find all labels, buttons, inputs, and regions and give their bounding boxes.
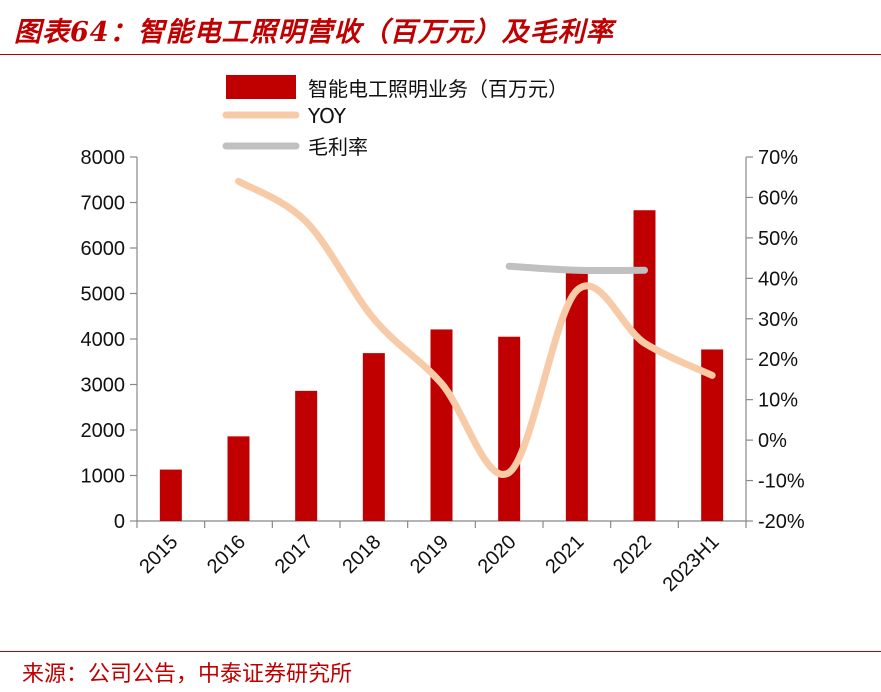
legend-label-revenue: 智能电工照明业务（百万元） (308, 77, 568, 101)
source-note: 来源：公司公告，中泰证券研究所 (22, 662, 353, 687)
y-left-tick-label: 2000 (81, 420, 126, 442)
y-right-tick-label: -10% (758, 471, 805, 493)
bar-2019 (430, 329, 453, 521)
y-right-tick-label: 30% (758, 309, 798, 331)
y-left-tick-label: 4000 (81, 329, 126, 351)
footer-divider (0, 651, 881, 652)
y-right-tick-label: 20% (758, 349, 798, 371)
legend-label-yoy: YOY (307, 104, 347, 128)
y-right-tick-label: 10% (758, 390, 798, 412)
x-tick-label: 2023H1 (659, 531, 724, 596)
legend: 智能电工照明业务（百万元） YOY 毛利率 (222, 75, 568, 159)
line-series (235, 177, 716, 478)
chart-area: 0 1000 2000 3000 4000 5000 6000 7000 8000 -20% -10… (81, 75, 805, 596)
y-left-tick-label: 7000 (81, 193, 126, 215)
x-tick-label: 2022 (609, 531, 656, 578)
gross-margin-line (505, 262, 648, 275)
bar-2020 (498, 336, 521, 521)
y-left-tick-label: 0 (114, 511, 125, 533)
y-left-tick-label: 5000 (81, 284, 126, 306)
bar-2018 (362, 353, 385, 521)
bar-2015 (159, 469, 182, 521)
x-tick-label: 2020 (474, 531, 521, 578)
y-right-tick-label: 40% (758, 268, 798, 290)
x-tick-label: 2016 (203, 531, 250, 578)
y-left-tick-label: 3000 (81, 375, 126, 397)
y-right-tick-label: 60% (758, 187, 798, 209)
bar-series (159, 210, 724, 522)
y-left-tick-label: 1000 (81, 466, 126, 488)
x-tick-label: 2021 (541, 531, 588, 578)
x-tick-label: 2018 (338, 531, 385, 578)
chart-title: 图表64：智能电工照明营收（百万元）及毛利率 (14, 17, 614, 48)
bar-2017 (295, 390, 318, 521)
bar-2022 (633, 210, 656, 522)
legend-swatch-revenue (226, 75, 296, 99)
y-left-tick-label: 6000 (81, 238, 126, 260)
bar-2016 (227, 436, 250, 521)
title-divider (0, 54, 881, 55)
yoy-line (235, 177, 716, 478)
x-tick-label: 2019 (406, 531, 453, 578)
y-left-tick-label: 8000 (81, 147, 126, 169)
x-tick-label: 2015 (135, 531, 182, 578)
x-tick-label: 2017 (271, 531, 318, 578)
y-right-tick-label: 0% (758, 430, 787, 452)
legend-label-margin: 毛利率 (308, 135, 368, 159)
y-right-tick-label: -20% (758, 511, 805, 533)
y-right-tick-label: 50% (758, 228, 798, 250)
bar-2021 (565, 273, 588, 521)
y-right-tick-label: 70% (758, 147, 798, 169)
bar-2023H1 (701, 349, 724, 521)
